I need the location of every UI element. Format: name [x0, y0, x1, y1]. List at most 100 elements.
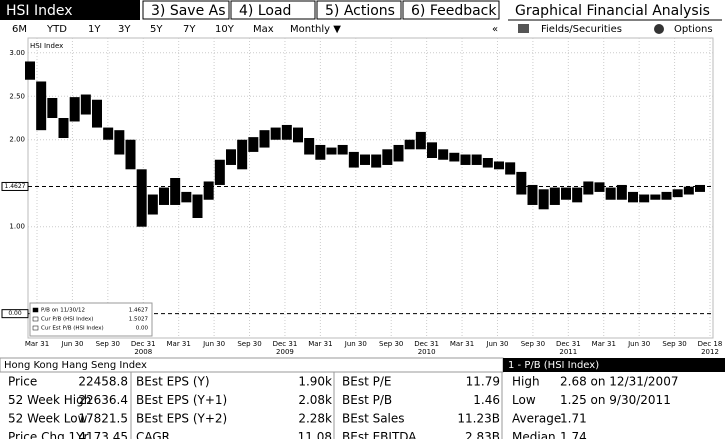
bar [270, 127, 281, 140]
bar [527, 184, 538, 205]
button[interactable] [230, 0, 316, 20]
button-label[interactable]: 6) Feedback [411, 3, 497, 19]
period[interactable]: 3Y [118, 24, 131, 35]
period[interactable]: 6M [12, 24, 27, 35]
row-value: 1.46 [473, 393, 500, 407]
row-label: 52 Week Low [8, 412, 88, 426]
bar [382, 149, 393, 165]
legend-name: Cur P/B (HSI Index) [41, 317, 93, 323]
options-icon[interactable] [654, 24, 664, 34]
x-tick-label: Mar 31 [308, 340, 332, 348]
legend-swatch [32, 316, 39, 322]
bar [371, 154, 382, 168]
legend-value: 1.4627 [129, 308, 149, 314]
bar [36, 81, 47, 131]
y-tick-label: 3.00 [9, 49, 25, 57]
x-tick-label: Dec 31 [273, 340, 298, 348]
bar [393, 144, 404, 162]
period[interactable]: 7Y [183, 24, 196, 35]
row-label: Price [8, 375, 37, 389]
period[interactable]: YTD [46, 24, 67, 35]
button[interactable] [142, 0, 230, 20]
bar [259, 130, 270, 148]
x-tick-label: Dec 31 [131, 340, 156, 348]
bar [304, 138, 315, 155]
zero-label: 0.00 [8, 310, 22, 317]
bar [170, 178, 181, 205]
bar [348, 151, 359, 168]
button-label[interactable]: 3) Save As [151, 3, 226, 19]
x-tick-label: Dec 18 [698, 340, 723, 348]
row-value: 11.08 [298, 430, 332, 439]
period[interactable]: 1Y [88, 24, 101, 35]
period[interactable]: Max [253, 24, 274, 35]
legend-name: Cur Est P/B (HSI Index) [41, 326, 104, 332]
row-value: 22636.4 [78, 393, 128, 407]
bar [315, 144, 326, 160]
row-label: BEst Sales [342, 412, 405, 426]
bar [572, 187, 583, 203]
x-tick-label: Jun 30 [485, 340, 508, 348]
bar [639, 194, 650, 203]
bar [482, 158, 493, 168]
x-tick-label: Dec 31 [414, 340, 439, 348]
bar [438, 149, 449, 160]
bar [605, 187, 616, 200]
legend-value: 1.5027 [129, 317, 149, 323]
row-value: 17821.5 [78, 412, 128, 426]
frequency[interactable]: Monthly ▼ [290, 24, 341, 35]
bar [661, 191, 672, 200]
button-label[interactable]: 5) Actions [325, 3, 395, 19]
fields[interactable]: Fields/Securities [541, 24, 622, 35]
x-tick-label: Sep 30 [379, 340, 403, 348]
bar [427, 142, 437, 158]
row-label: BEst P/E [342, 375, 391, 389]
period[interactable]: 10Y [215, 24, 235, 35]
legend-swatch [32, 325, 39, 331]
x-year-label: 2012 [701, 348, 719, 356]
bar [672, 189, 683, 198]
legend-value: 0.00 [136, 326, 149, 332]
row-value: 11.79 [466, 375, 500, 389]
collapse[interactable]: « [492, 24, 498, 35]
button[interactable] [316, 0, 402, 20]
period[interactable]: 5Y [150, 24, 163, 35]
bar [214, 159, 225, 185]
current-tag [1, 181, 29, 191]
row-value: 2.28k [298, 412, 332, 426]
options[interactable]: Options [674, 24, 713, 35]
bar [683, 186, 694, 195]
bar [125, 139, 136, 170]
bar [628, 191, 638, 203]
button[interactable] [402, 0, 500, 20]
bar [415, 131, 426, 150]
bar [583, 181, 594, 195]
fields-icon[interactable] [518, 24, 529, 33]
bar [136, 169, 147, 227]
x-tick-label: Sep 30 [96, 340, 120, 348]
x-tick-label: Mar 31 [592, 340, 616, 348]
row-label: BEst EBITDA [342, 430, 417, 439]
row-value: 1.25 on 9/30/2011 [560, 393, 671, 407]
row-value: 2.83B [465, 430, 500, 439]
row-label: Median [512, 430, 556, 439]
bar [561, 187, 571, 200]
legend [29, 302, 153, 337]
x-tick-label: Mar 31 [167, 340, 191, 348]
x-year-label: 2008 [134, 348, 152, 356]
row-value: 11.23B [457, 412, 500, 426]
y-tick-label: 1.00 [9, 223, 25, 231]
bar [147, 194, 158, 215]
bar [192, 194, 203, 218]
bar [695, 184, 705, 192]
security[interactable]: HSI Index [6, 3, 73, 19]
x-tick-label: Dec 31 [556, 340, 581, 348]
legend-swatch [32, 307, 39, 313]
x-tick-label: Jun 30 [60, 340, 83, 348]
security-box[interactable] [0, 0, 140, 20]
bar [360, 154, 370, 165]
button-label[interactable]: 4) Load [239, 3, 291, 19]
bar [650, 194, 661, 200]
x-tick-label: Sep 30 [662, 340, 686, 348]
